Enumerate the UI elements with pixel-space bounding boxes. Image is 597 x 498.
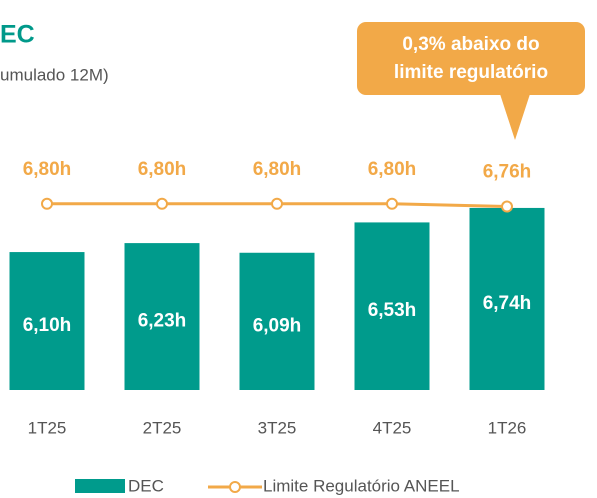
line-marker <box>501 200 513 213</box>
bar <box>124 243 200 390</box>
legend-label: DEC <box>128 476 164 495</box>
line-marker <box>156 197 168 210</box>
line-value-label: 6,80h <box>23 159 72 180</box>
callout-text: limite regulatório <box>394 62 548 83</box>
callout-box <box>357 22 585 95</box>
line-value-label: 6,80h <box>253 159 302 180</box>
callout-text: 0,3% abaixo do <box>402 34 539 55</box>
x-tick-label: 1T26 <box>488 418 527 437</box>
line-marker <box>386 197 398 210</box>
legend-label: Limite Regulatório ANEEL <box>263 476 460 495</box>
line-marker <box>41 197 53 210</box>
line-value-label: 6,80h <box>138 159 187 180</box>
bar-value-label: 6,23h <box>138 311 187 332</box>
bar <box>9 252 85 390</box>
chart-title: EC <box>0 21 35 49</box>
line-value-label: 6,80h <box>368 159 417 180</box>
bar-value-label: 6,10h <box>23 315 72 336</box>
bar-value-label: 6,09h <box>253 315 302 336</box>
bar <box>239 252 315 390</box>
x-tick-label: 3T25 <box>258 418 297 437</box>
line-value-label: 6,76h <box>483 162 532 183</box>
legend-swatch <box>229 481 241 493</box>
bar-value-label: 6,74h <box>483 293 532 314</box>
legend-swatch <box>75 479 125 493</box>
x-tick-label: 2T25 <box>143 418 182 437</box>
chart-subtitle: umulado 12M) <box>0 65 109 84</box>
x-tick-label: 1T25 <box>28 418 67 437</box>
bar <box>469 207 545 390</box>
bar <box>354 222 430 390</box>
callout: 0,3% abaixo do limite regulatório <box>357 22 585 140</box>
x-tick-label: 4T25 <box>373 418 412 437</box>
callout-pointer <box>500 94 530 140</box>
line-marker <box>271 197 283 210</box>
bar-value-label: 6,53h <box>368 300 417 321</box>
